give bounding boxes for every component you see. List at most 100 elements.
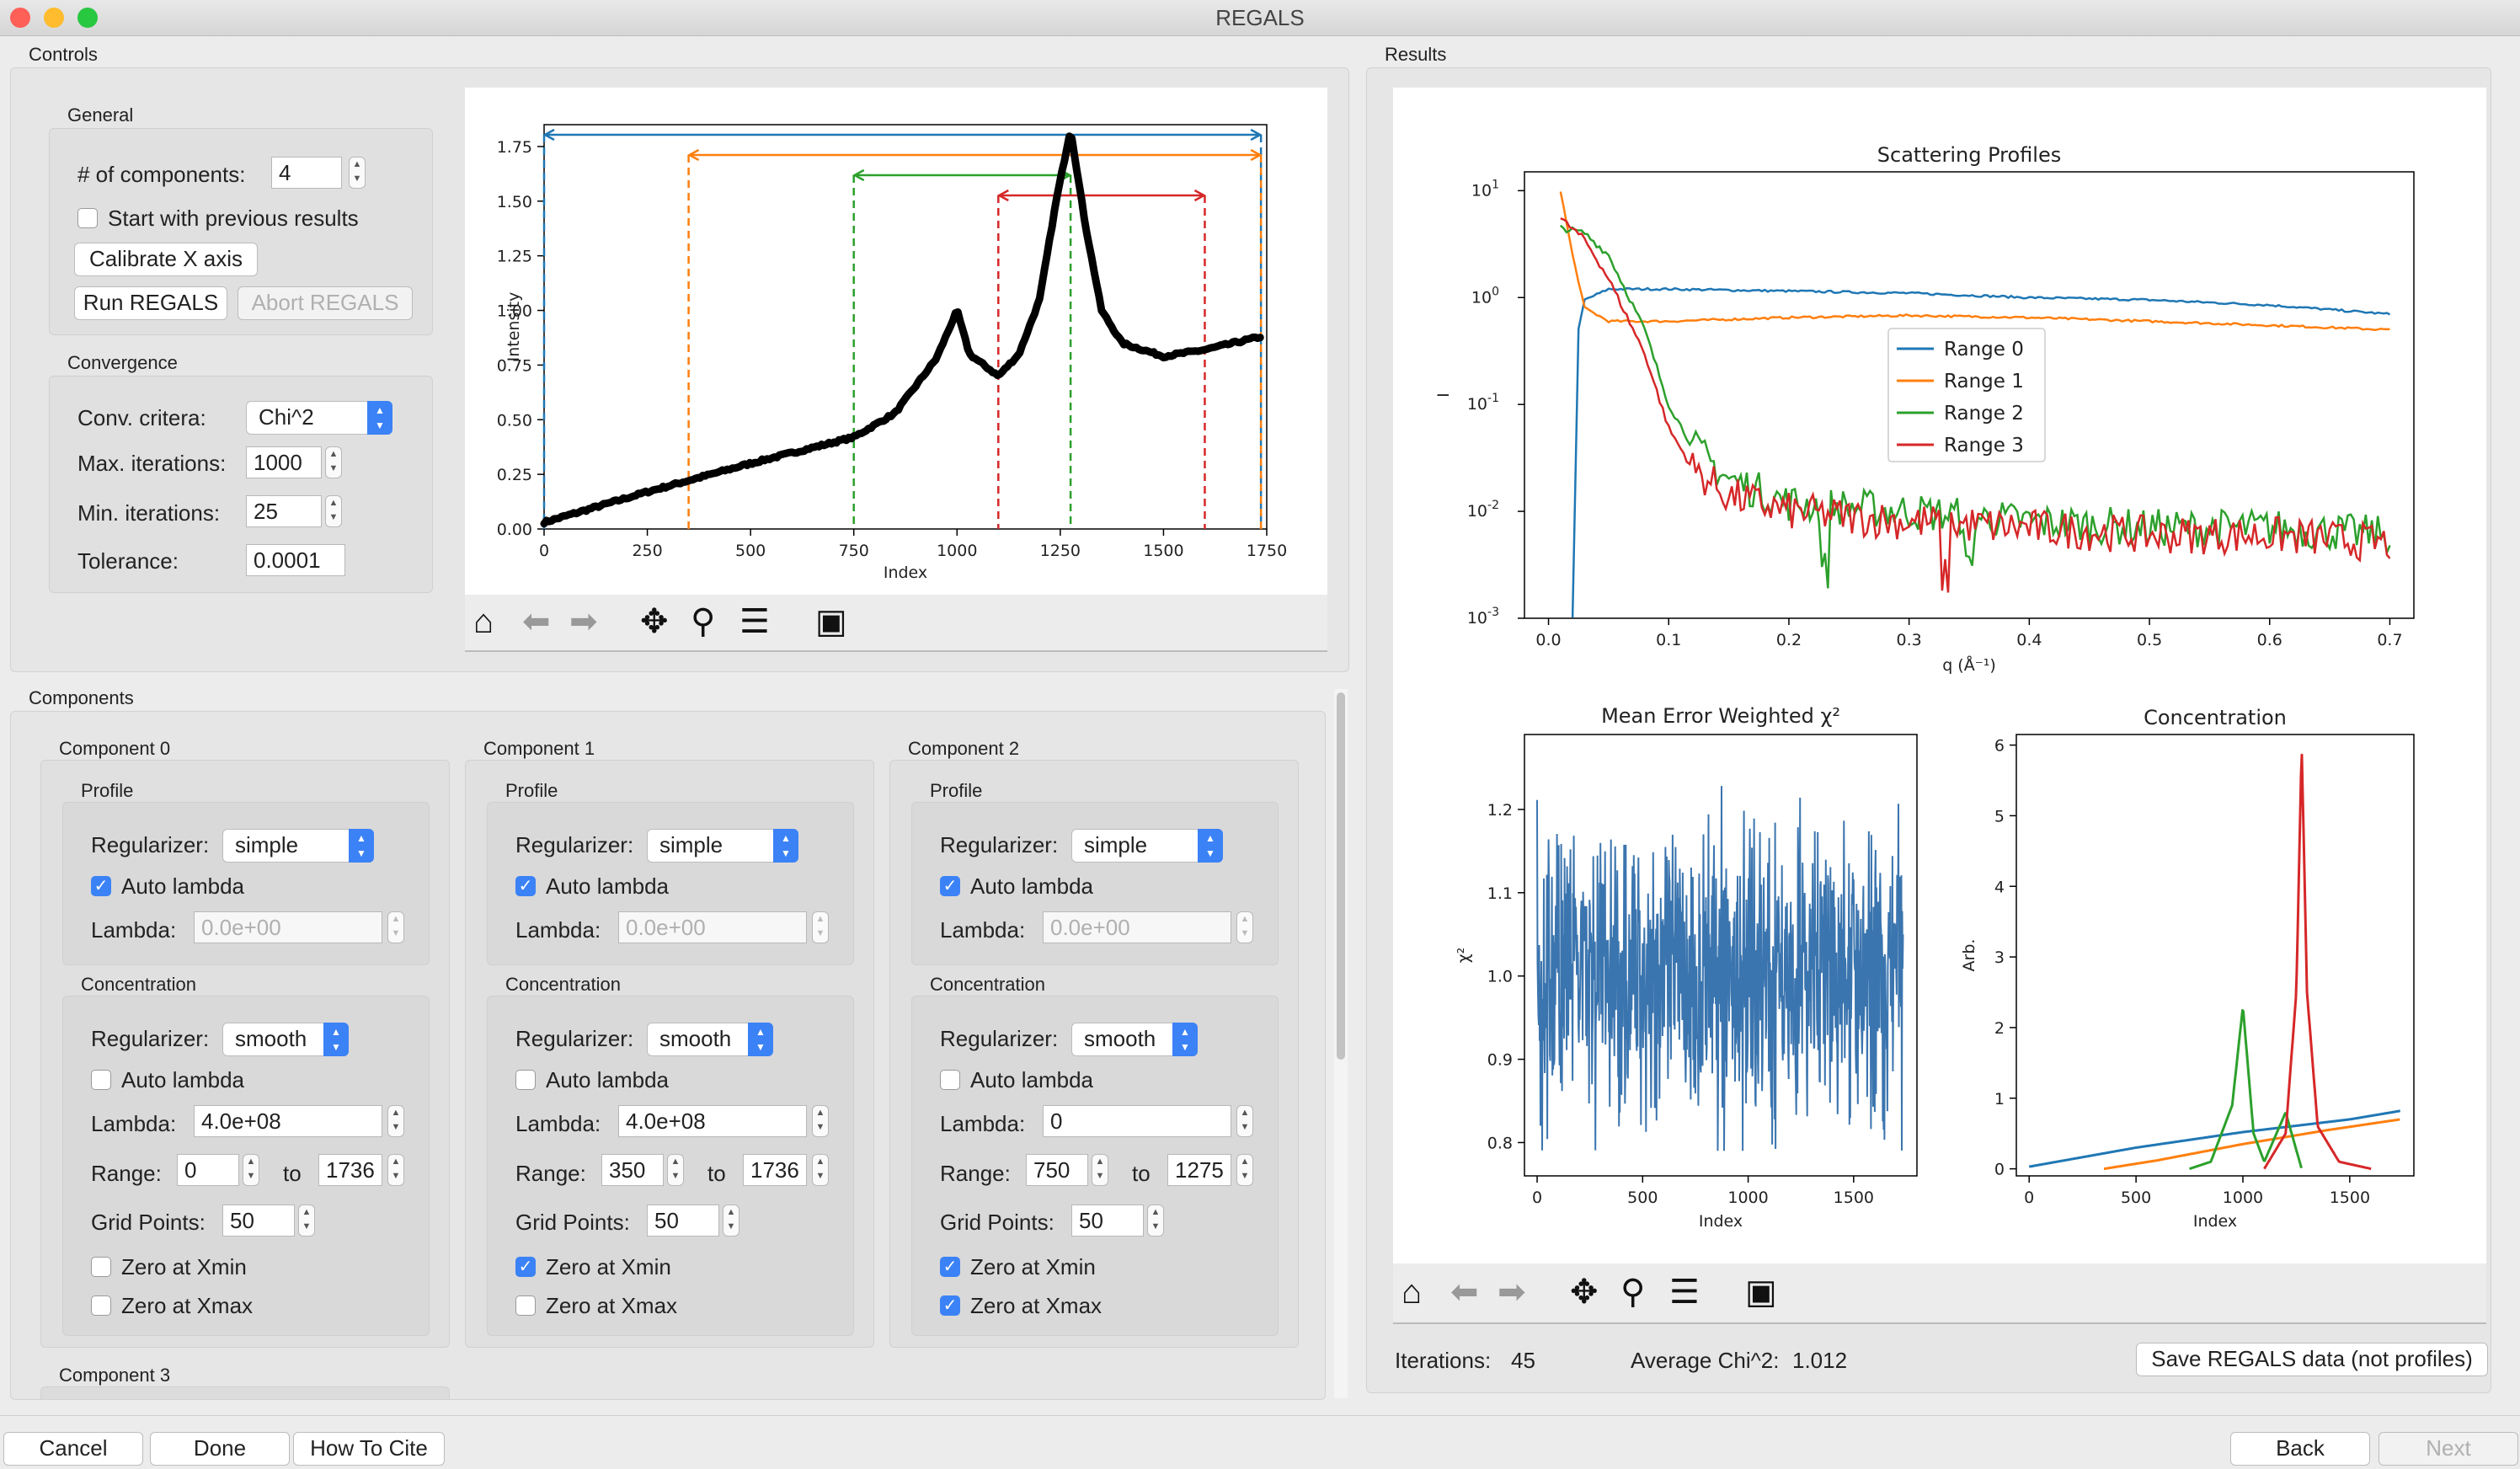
title-bar: REGALS (0, 0, 2520, 36)
done-button[interactable]: Done (150, 1432, 290, 1466)
component-0-conc-auto-lambda-checkbox[interactable] (91, 1070, 111, 1090)
component-2-range-max-stepper[interactable]: ▲ ▼ (1236, 1154, 1253, 1186)
pan-icon[interactable]: ✥ (640, 603, 669, 640)
zoom-icon[interactable]: ⚲ (1620, 1274, 1646, 1311)
start-prev-checkbox[interactable] (77, 208, 98, 228)
component-2-range-min-stepper[interactable]: ▲ ▼ (1092, 1154, 1108, 1186)
component-0-range-min-input[interactable]: 0 (177, 1154, 239, 1186)
back-button[interactable]: Back (2230, 1432, 2370, 1466)
component-2-zero-xmin-checkbox[interactable]: ✓ (940, 1257, 960, 1277)
component-0-profile-label: Profile (81, 780, 134, 801)
component-2-profile-auto-lambda-checkbox[interactable]: ✓ (940, 876, 960, 896)
home-icon[interactable]: ⌂ (1401, 1274, 1423, 1311)
component-1-conc-lambda-stepper[interactable]: ▲ ▼ (812, 1105, 829, 1137)
component-0-range-min-stepper[interactable]: ▲ ▼ (243, 1154, 259, 1186)
max-iter-stepper[interactable]: ▲ ▼ (325, 446, 342, 478)
components-scrollbar[interactable] (1334, 689, 1348, 1398)
back-arrow-icon[interactable]: ⬅ (1450, 1274, 1479, 1311)
back-arrow-icon[interactable]: ⬅ (522, 603, 551, 640)
run-regals-button[interactable]: Run REGALS (74, 286, 227, 320)
configure-subplots-icon[interactable]: ☰ (1669, 1274, 1700, 1311)
tolerance-input[interactable]: 0.0001 (246, 544, 345, 576)
min-iter-stepper[interactable]: ▲ ▼ (325, 495, 342, 527)
component-2-grid-points-input[interactable]: 50 (1071, 1205, 1144, 1237)
forward-arrow-icon[interactable]: ➡ (569, 603, 598, 640)
zoom-icon[interactable]: ⚲ (691, 603, 716, 640)
min-iter-input[interactable]: 25 (246, 495, 322, 527)
num-components-input[interactable]: 4 (271, 157, 342, 189)
num-components-stepper[interactable]: ▲ ▼ (349, 157, 366, 189)
pan-icon[interactable]: ✥ (1570, 1274, 1599, 1311)
home-icon[interactable]: ⌂ (473, 603, 494, 640)
calibrate-x-axis-button[interactable]: Calibrate X axis (74, 243, 258, 276)
component-1-conc-lambda-input[interactable]: 4.0e+08 (618, 1105, 807, 1137)
component-1-profile-lambda-stepper[interactable]: ▲ ▼ (812, 911, 829, 943)
component-0-zero-xmax-checkbox[interactable] (91, 1295, 111, 1316)
min-iter-label: Min. iterations: (77, 500, 221, 526)
component-2-profile-lambda-stepper[interactable]: ▲ ▼ (1236, 911, 1253, 943)
component-1-zero-xmin-checkbox[interactable]: ✓ (515, 1257, 536, 1277)
range-to-label: to (1132, 1161, 1151, 1186)
forward-arrow-icon[interactable]: ➡ (1498, 1274, 1526, 1311)
component-1-grid-points-stepper[interactable]: ▲ ▼ (723, 1205, 739, 1237)
profiles-y-tick-label: 10-2 (1467, 499, 1499, 521)
component-0-profile-auto-lambda-checkbox[interactable]: ✓ (91, 876, 111, 896)
component-1-range-min-stepper[interactable]: ▲ ▼ (667, 1154, 684, 1186)
component-0-profile-regularizer-select[interactable]: simple ▲ ▼ (222, 829, 374, 863)
component-0-profile-lambda-stepper[interactable]: ▲ ▼ (387, 911, 404, 943)
auto-lambda-label: Auto lambda (121, 873, 244, 899)
component-2-profile-lambda-input[interactable]: 0.0e+00 (1043, 911, 1231, 943)
component-0-conc-lambda-stepper[interactable]: ▲ ▼ (387, 1105, 404, 1137)
auto-lambda-label: Auto lambda (970, 873, 1093, 899)
save-figure-icon[interactable]: ▣ (1745, 1274, 1777, 1311)
regularizer-value: smooth (659, 1026, 732, 1051)
component-1-conc-regularizer-select[interactable]: smooth ▲ ▼ (647, 1023, 773, 1056)
max-iter-input[interactable]: 1000 (246, 446, 322, 478)
component-1-range-max-stepper[interactable]: ▲ ▼ (812, 1154, 829, 1186)
component-2-range-max-input[interactable]: 1275 (1167, 1154, 1231, 1186)
how-to-cite-button[interactable]: How To Cite (293, 1432, 445, 1466)
save-regals-data-button[interactable]: Save REGALS data (not profiles) (2136, 1343, 2488, 1376)
conv-criteria-select[interactable]: Chi^2 ▲ ▼ (246, 401, 392, 435)
component-2-concentration-label: Concentration (930, 974, 1045, 995)
component-1-profile-lambda-input[interactable]: 0.0e+00 (618, 911, 807, 943)
component-2-conc-lambda-input[interactable]: 0 (1043, 1105, 1231, 1137)
component-0-grid-points-input[interactable]: 50 (222, 1205, 295, 1237)
component-1-grid-points-input[interactable]: 50 (647, 1205, 719, 1237)
component-0-range-max-input[interactable]: 1736 (318, 1154, 382, 1186)
configure-subplots-icon[interactable]: ☰ (739, 603, 770, 640)
component-1-range-max-input[interactable]: 1736 (743, 1154, 807, 1186)
component-2-conc-regularizer-select[interactable]: smooth ▲ ▼ (1071, 1023, 1198, 1056)
component-2-grid-points-stepper[interactable]: ▲ ▼ (1147, 1205, 1164, 1237)
minimize-window-button[interactable] (44, 8, 64, 28)
component-2-conc-lambda-stepper[interactable]: ▲ ▼ (1236, 1105, 1253, 1137)
component-2-profile-regularizer-select[interactable]: simple ▲ ▼ (1071, 829, 1223, 863)
abort-regals-button[interactable]: Abort REGALS (238, 286, 413, 320)
x-tick-label: 1500 (1143, 542, 1183, 560)
component-0-grid-points-stepper[interactable]: ▲ ▼ (298, 1205, 315, 1237)
component-0-range-max-stepper[interactable]: ▲ ▼ (387, 1154, 404, 1186)
component-0-conc-lambda-input[interactable]: 4.0e+08 (194, 1105, 382, 1137)
regularizer-value: simple (1084, 832, 1148, 857)
zoom-window-button[interactable] (77, 8, 98, 28)
scrollbar-thumb[interactable] (1337, 692, 1345, 1060)
component-2-range-min-input[interactable]: 750 (1026, 1154, 1088, 1186)
cancel-button[interactable]: Cancel (3, 1432, 143, 1466)
save-figure-icon[interactable]: ▣ (815, 603, 847, 640)
component-1-profile-auto-lambda-checkbox[interactable]: ✓ (515, 876, 536, 896)
regularizer-value: smooth (1084, 1026, 1156, 1051)
grid-points-label: Grid Points: (940, 1210, 1054, 1235)
component-2-conc-auto-lambda-checkbox[interactable] (940, 1070, 960, 1090)
component-1-conc-auto-lambda-checkbox[interactable] (515, 1070, 536, 1090)
next-button[interactable]: Next (2379, 1432, 2518, 1466)
component-0-conc-regularizer-select[interactable]: smooth ▲ ▼ (222, 1023, 349, 1056)
component-0-zero-xmin-checkbox[interactable] (91, 1257, 111, 1277)
auto-lambda-label: Auto lambda (546, 1067, 669, 1092)
component-1-profile-regularizer-select[interactable]: simple ▲ ▼ (647, 829, 798, 863)
y-tick-label: 1.25 (497, 248, 532, 266)
component-2-zero-xmax-checkbox[interactable]: ✓ (940, 1295, 960, 1316)
component-1-zero-xmax-checkbox[interactable] (515, 1295, 536, 1316)
close-window-button[interactable] (10, 8, 30, 28)
component-1-range-min-input[interactable]: 350 (601, 1154, 664, 1186)
component-0-profile-lambda-input[interactable]: 0.0e+00 (194, 911, 382, 943)
